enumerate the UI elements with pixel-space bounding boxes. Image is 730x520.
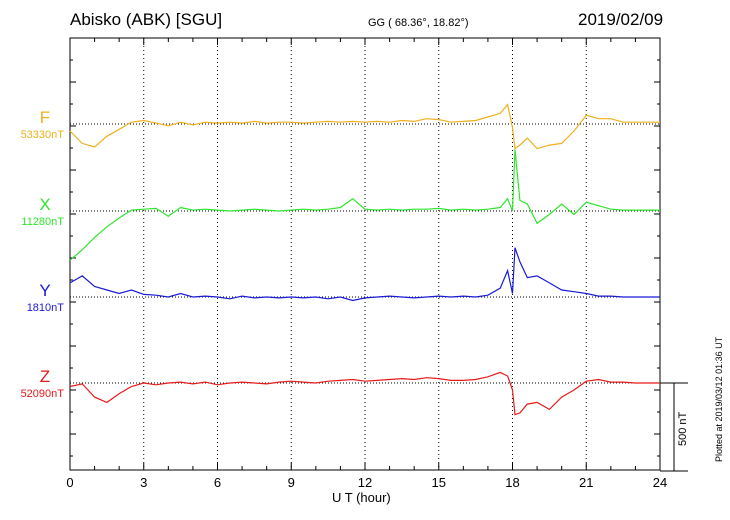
- component-label-y: Y: [39, 281, 51, 300]
- component-label-x: X: [39, 195, 51, 214]
- x-axis-label: U T (hour): [332, 490, 391, 505]
- geographic-coordinates: GG ( 68.36°, 18.82°): [368, 17, 469, 29]
- x-tick-label: 6: [214, 475, 221, 490]
- station-title: Abisko (ABK) [SGU]: [70, 10, 223, 29]
- baseline-label-z: 52090nT: [20, 388, 64, 400]
- series-line-f: [69, 103, 660, 150]
- baseline-label-f: 53330nT: [20, 129, 64, 141]
- x-tick-label: 15: [432, 475, 446, 490]
- plotted-timestamp: Plotted at 2019/03/12 01:36 UT: [714, 336, 724, 462]
- x-tick-label: 3: [140, 475, 147, 490]
- series-line-y: [69, 247, 660, 302]
- x-tick-label: 12: [358, 475, 372, 490]
- x-tick-label: 9: [288, 475, 295, 490]
- baseline-label-x: 11280nT: [21, 216, 64, 228]
- x-tick-label: 18: [505, 475, 519, 490]
- baseline-label-y: 1810nT: [26, 302, 64, 314]
- component-label-f: F: [39, 108, 51, 127]
- x-tick-label: 24: [653, 475, 667, 490]
- x-tick-label: 21: [579, 475, 593, 490]
- component-label-z: Z: [39, 367, 51, 386]
- series-line-x: [69, 149, 660, 261]
- plot-date: 2019/02/09: [578, 10, 664, 29]
- x-tick-label: 0: [66, 475, 73, 490]
- scale-bar-label: 500 nT: [677, 411, 689, 446]
- series-line-z: [69, 371, 660, 416]
